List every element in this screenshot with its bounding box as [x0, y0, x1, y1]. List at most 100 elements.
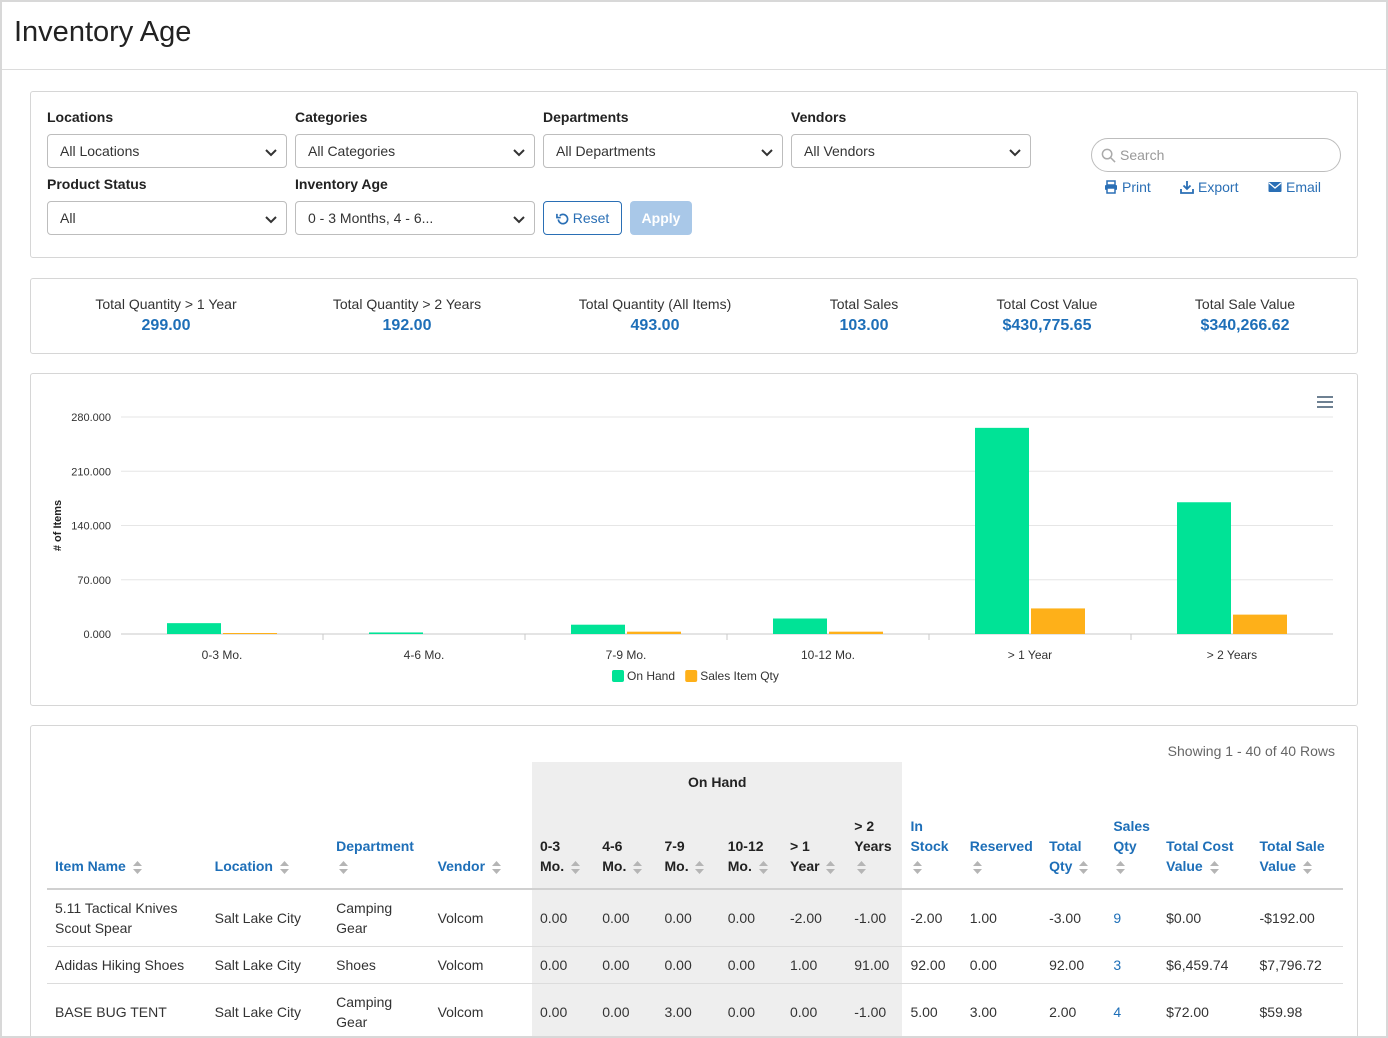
cell-age-4-6: 0.00 — [594, 889, 657, 947]
sort-icon[interactable] — [826, 860, 836, 874]
sort-icon[interactable] — [1303, 860, 1312, 874]
page-title: Inventory Age — [14, 16, 192, 48]
totals-panel: Total Quantity > 1 Year 299.00 Total Qua… — [30, 278, 1358, 354]
sort-icon[interactable] — [339, 860, 349, 874]
cell-total-sale: -$192.00 — [1251, 889, 1343, 947]
locations-label: Locations — [47, 109, 114, 125]
sort-icon[interactable] — [491, 860, 501, 874]
sort-icon[interactable] — [857, 860, 867, 874]
locations-value: All Locations — [60, 143, 140, 159]
x-tick-label: 4-6 Mo. — [404, 648, 445, 662]
stat-label: Total Quantity > 1 Year — [95, 296, 237, 312]
export-button[interactable]: Export — [1180, 179, 1238, 195]
sort-icon[interactable] — [913, 860, 923, 874]
column-header-age-10-12[interactable]: 10-12 Mo. — [719, 808, 782, 890]
cell-age-4-6: 0.00 — [594, 946, 657, 984]
search-placeholder: Search — [1120, 147, 1165, 163]
column-header-label: Sales Qty — [1113, 818, 1150, 854]
departments-select[interactable]: All Departments — [543, 134, 783, 168]
column-header-label: Total Qty — [1049, 838, 1082, 874]
stat-value: 192.00 — [382, 317, 432, 334]
column-header-age-gt1[interactable]: > 1 Year — [781, 808, 847, 890]
cell-reserved: 1.00 — [961, 889, 1042, 947]
column-header-row: Item Name Location Department Vendor 0-3… — [47, 808, 1343, 890]
print-button[interactable]: Print — [1104, 179, 1151, 195]
column-header-label: Total Cost Value — [1166, 838, 1234, 874]
sort-icon[interactable] — [279, 860, 289, 874]
search-input[interactable]: Search — [1091, 138, 1341, 172]
bar-on-hand — [571, 624, 625, 634]
sort-icon[interactable] — [633, 860, 643, 874]
bar-sales-item-qty — [223, 633, 277, 634]
x-tick-label: 0-3 Mo. — [202, 648, 243, 662]
email-button[interactable]: Email — [1268, 179, 1321, 195]
sort-icon[interactable] — [758, 860, 768, 874]
column-header-label: Total Sale Value — [1259, 838, 1325, 874]
sort-icon[interactable] — [1116, 860, 1126, 874]
apply-button[interactable]: Apply — [630, 201, 692, 235]
column-header-label: 7-9 Mo. — [664, 838, 689, 874]
inventory-age-value: 0 - 3 Months, 4 - 6... — [308, 210, 434, 226]
email-label: Email — [1286, 179, 1322, 195]
column-header-label: Department — [336, 838, 414, 854]
sort-icon[interactable] — [132, 860, 142, 874]
search-icon — [1101, 148, 1116, 163]
stat-value: 493.00 — [630, 317, 680, 334]
inventory-table: On Hand Item Name Location Department Ve… — [47, 762, 1343, 1036]
total-qty-gt1-stat: Total Quantity > 1 Year 299.00 — [66, 296, 266, 335]
column-header-total-cost[interactable]: Total Cost Value — [1158, 808, 1252, 890]
column-header-vendor[interactable]: Vendor — [429, 808, 532, 890]
bar-on-hand — [773, 618, 827, 634]
vendors-label: Vendors — [791, 109, 847, 125]
table-panel: Showing 1 - 40 of 40 Rows On Hand Item N… — [30, 725, 1358, 1036]
locations-select[interactable]: All Locations — [47, 134, 287, 168]
column-header-sales-qty[interactable]: Sales Qty — [1105, 808, 1159, 890]
column-header-department[interactable]: Department — [328, 808, 430, 890]
inventory-age-select[interactable]: 0 - 3 Months, 4 - 6... — [295, 201, 535, 235]
column-header-in-stock[interactable]: In Stock — [902, 808, 962, 890]
sort-icon[interactable] — [695, 860, 705, 874]
sort-icon[interactable] — [1079, 860, 1089, 874]
cell-age-gt1: 0.00 — [781, 983, 847, 1036]
cell-age-10-12: 0.00 — [719, 889, 782, 947]
menu-icon[interactable] — [1316, 395, 1334, 409]
categories-select[interactable]: All Categories — [295, 134, 535, 168]
sort-icon[interactable] — [972, 860, 982, 874]
cell-vendor: Volcom — [429, 946, 532, 984]
product-status-select[interactable]: All — [47, 201, 287, 235]
column-header-total-qty[interactable]: Total Qty — [1041, 808, 1106, 890]
cell-total-sale: $7,796.72 — [1251, 946, 1343, 984]
column-header-label: Location — [214, 858, 273, 874]
stat-label: Total Quantity > 2 Years — [332, 296, 482, 312]
column-header-total-sale[interactable]: Total Sale Value — [1251, 808, 1343, 890]
column-header-label: In Stock — [910, 818, 949, 854]
column-header-age-gt2[interactable]: > 2 Years — [846, 808, 903, 890]
cell-age-7-9: 0.00 — [656, 889, 720, 947]
cell-sales-qty[interactable]: 3 — [1105, 946, 1159, 984]
table-row: BASE BUG TENT Salt Lake City Camping Gear V… — [47, 983, 1343, 1036]
column-header-reserved[interactable]: Reserved — [961, 808, 1042, 890]
stat-value: 299.00 — [141, 317, 191, 334]
column-header-label: > 1 Year — [789, 838, 820, 874]
sort-icon[interactable] — [1209, 860, 1219, 874]
total-qty-gt2-stat: Total Quantity > 2 Years 192.00 — [307, 296, 507, 335]
departments-value: All Departments — [556, 143, 656, 159]
column-header-age-0-3[interactable]: 0-3 Mo. — [531, 808, 595, 890]
legend-label: Sales Item Qty — [700, 669, 779, 683]
header-spacer — [902, 762, 1343, 808]
column-header-age-7-9[interactable]: 7-9 Mo. — [656, 808, 720, 890]
cell-sales-qty[interactable]: 4 — [1105, 983, 1159, 1036]
reset-button[interactable]: Reset — [543, 201, 622, 235]
column-header-label: > 2 Years — [854, 818, 892, 854]
column-header-item-name[interactable]: Item Name — [47, 808, 207, 890]
product-status-label: Product Status — [47, 176, 147, 192]
column-header-age-4-6[interactable]: 4-6 Mo. — [594, 808, 657, 890]
column-header-location[interactable]: Location — [206, 808, 329, 890]
sort-icon[interactable] — [570, 860, 580, 874]
cell-total-cost: $6,459.74 — [1158, 946, 1252, 984]
cell-sales-qty[interactable]: 9 — [1105, 889, 1159, 947]
vendors-select[interactable]: All Vendors — [791, 134, 1031, 168]
cell-item-name: Adidas Hiking Shoes — [47, 946, 207, 984]
chevron-down-icon — [1009, 149, 1021, 157]
y-tick-label: 140.000 — [71, 521, 111, 533]
